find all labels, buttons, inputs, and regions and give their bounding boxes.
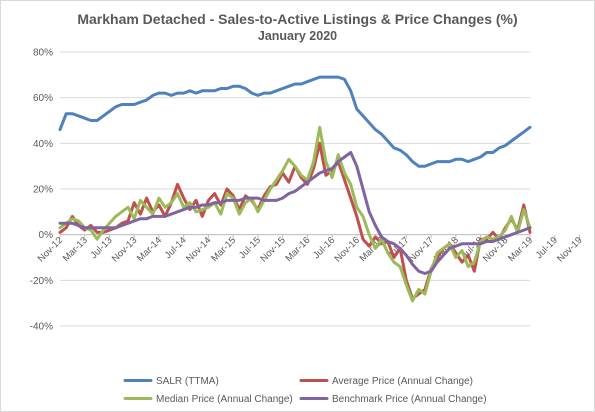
x-tick-label: Nov-15 xyxy=(258,235,287,264)
legend: SALR (TTMA) Average Price (Annual Change)… xyxy=(123,376,487,405)
y-tick-label: 40% xyxy=(33,139,53,150)
legend-label: Median Price (Annual Change) xyxy=(156,394,293,405)
series-line-1 xyxy=(58,75,532,168)
x-tick-label: Nov-13 xyxy=(110,235,139,264)
x-tick-label: Mar-13 xyxy=(61,235,90,264)
series-lines xyxy=(58,75,532,303)
series-line-4 xyxy=(58,151,532,275)
x-tick-label: Nov-14 xyxy=(184,235,213,264)
legend-label: Benchmark Price (Annual Change) xyxy=(332,394,487,405)
x-tick-label: Nov-19 xyxy=(555,235,584,264)
legend-label: Average Price (Annual Change) xyxy=(332,376,473,387)
x-tick-label: Mar-19 xyxy=(506,235,535,264)
y-tick-label: 20% xyxy=(33,185,53,196)
x-tick-label: Mar-15 xyxy=(209,235,238,264)
x-tick-label: Nov-16 xyxy=(333,235,362,264)
legend-label: SALR (TTMA) xyxy=(156,376,219,387)
y-tick-label: -20% xyxy=(30,276,53,287)
x-tick-label: Mar-14 xyxy=(135,235,164,264)
grid-lines xyxy=(60,51,530,327)
chart-title: Markham Detached - Sales-to-Active Listi… xyxy=(77,11,518,27)
axes: -40%-20%0%20%40%60%80%Nov-12Mar-13Jul-13… xyxy=(30,48,585,333)
x-tick-label: Mar-16 xyxy=(283,235,312,264)
y-tick-label: 80% xyxy=(33,48,53,59)
series-line-3 xyxy=(58,125,532,303)
y-tick-label: 60% xyxy=(33,93,53,104)
chart-subtitle: January 2020 xyxy=(257,29,338,43)
y-tick-label: -40% xyxy=(30,322,53,333)
y-tick-label: 0% xyxy=(39,230,54,241)
